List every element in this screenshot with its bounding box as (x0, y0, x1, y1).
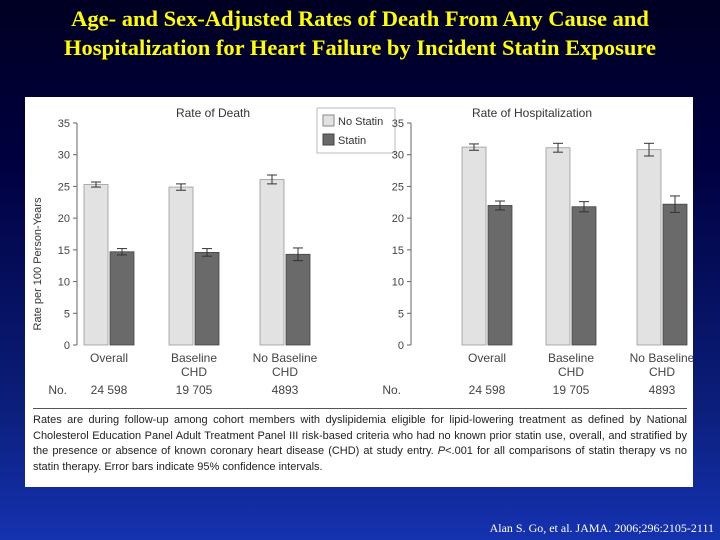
bar-1-statin-1 (109, 251, 135, 346)
category-label-2-3: No Baseline CHD (630, 351, 693, 379)
y-tick-label-2-25: 25 (392, 181, 404, 193)
category-label-2-2: Baseline CHD (548, 351, 594, 379)
legend: No Statin Statin (316, 107, 396, 154)
category-label-2-1: Overall (468, 351, 506, 365)
legend-label-no-statin: No Statin (338, 116, 383, 128)
figure-panel: Rate per 100 Person-Years No Statin Stat… (25, 97, 695, 487)
n-label-2: No. (382, 383, 401, 397)
bar-2-statin-3 (662, 203, 688, 346)
footnote-rule (33, 408, 687, 409)
legend-swatch-no-statin (322, 114, 335, 127)
footnote-p-symbol: P (437, 445, 446, 457)
footnote: Rates are during follow-up among cohort … (33, 408, 687, 475)
n-value-1-3: 4893 (272, 383, 299, 397)
bar-2-no-statin-1 (461, 146, 487, 346)
y-tick-label-1-20: 20 (58, 213, 70, 225)
y-tick-label-2-15: 15 (392, 245, 404, 257)
title-line-2: Hospitalization for Heart Failure by Inc… (64, 35, 656, 60)
bar-2-no-statin-2 (545, 147, 571, 346)
y-tick-label-2-10: 10 (392, 277, 404, 289)
bar-1-statin-2 (194, 251, 220, 346)
chart-title-1: Rate of Death (176, 106, 250, 120)
footnote-text-2: <.001 for all comparisons of statin ther… (33, 445, 687, 473)
n-value-2-2: 19 705 (553, 383, 590, 397)
citation: Alan S. Go, et al. JAMA. 2006;296:2105-2… (489, 521, 714, 535)
y-tick-label-1-0: 0 (64, 340, 70, 352)
y-tick-label-1-30: 30 (58, 150, 70, 162)
y-tick-label-1-15: 15 (58, 245, 70, 257)
bar-1-no-statin-1 (83, 184, 109, 346)
y-tick-label-2-30: 30 (392, 150, 404, 162)
title-line-1: Age- and Sex-Adjusted Rates of Death Fro… (71, 6, 649, 31)
y-tick-label-1-10: 10 (58, 277, 70, 289)
charts-svg: Rate per 100 Person-Years No Statin Stat… (32, 106, 695, 397)
n-label-1: No. (48, 383, 67, 397)
legend-label-statin: Statin (338, 135, 366, 147)
category-label-1-3: No Baseline CHD (253, 351, 318, 379)
n-value-1-2: 19 705 (176, 383, 213, 397)
y-tick-label-1-5: 5 (64, 308, 70, 320)
category-label-1-2: Baseline CHD (171, 351, 217, 379)
bar-2-no-statin-3 (636, 149, 662, 346)
n-value-1-1: 24 598 (91, 383, 128, 397)
y-tick-label-2-5: 5 (398, 308, 404, 320)
n-value-2-1: 24 598 (469, 383, 506, 397)
bar-1-no-statin-2 (168, 186, 194, 346)
chart-title-2: Rate of Hospitalization (472, 106, 592, 120)
slide-title: Age- and Sex-Adjusted Rates of Death Fro… (0, 4, 720, 62)
legend-swatch-statin (322, 133, 335, 146)
category-label-1-1: Overall (90, 351, 128, 365)
y-tick-label-2-35: 35 (392, 118, 404, 130)
footnote-text-1: Rates are during follow-up among cohort … (33, 414, 687, 457)
bar-2-statin-1 (487, 205, 513, 346)
y-axis-label: Rate per 100 Person-Years (32, 197, 44, 330)
n-value-2-3: 4893 (649, 383, 676, 397)
y-tick-label-1-35: 35 (58, 118, 70, 130)
y-tick-label-2-20: 20 (392, 213, 404, 225)
y-tick-label-2-0: 0 (398, 340, 404, 352)
y-tick-label-1-25: 25 (58, 181, 70, 193)
bar-2-statin-2 (571, 206, 597, 346)
bar-1-no-statin-3 (259, 179, 285, 346)
bar-1-statin-3 (285, 253, 311, 346)
